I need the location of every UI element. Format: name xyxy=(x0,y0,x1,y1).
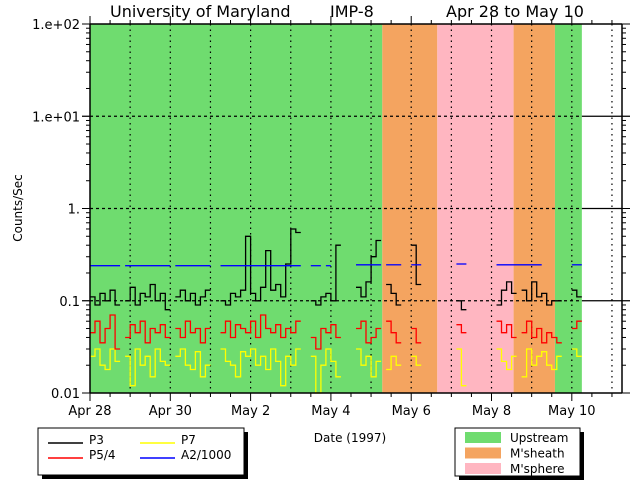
x-axis-label: Date (1997) xyxy=(314,431,386,445)
x-tick-label: Apr 28 xyxy=(68,404,111,419)
x-tick-label: May 8 xyxy=(472,404,511,419)
y-tick-labels: 1.e+02 1.e+01 1. 0.1 0.01 xyxy=(32,18,80,402)
series-lines xyxy=(90,228,582,394)
y-tick-label: 1. xyxy=(68,203,80,218)
legend-label: A2/1000 xyxy=(181,448,231,462)
series-p7-segment xyxy=(571,348,582,357)
series-p54-segment xyxy=(356,320,382,344)
series-p3-segment xyxy=(521,281,562,306)
x-tick-label: May 4 xyxy=(311,404,350,419)
series-p54-segment xyxy=(90,314,121,350)
series-p3-segment xyxy=(175,289,211,306)
x-tick-label: Apr 30 xyxy=(149,404,192,419)
series-p7-segment xyxy=(411,355,422,366)
y-axis-label: Counts/Sec xyxy=(11,174,25,242)
series-p54-segment xyxy=(456,324,467,334)
series-p3-segment xyxy=(456,300,467,311)
series-p54-segment xyxy=(125,320,171,344)
axes xyxy=(82,16,630,401)
x-tick-labels: Apr 28 Apr 30 May 2 May 4 May 6 May 8 May 10 xyxy=(68,404,595,419)
x-tick-label: May 2 xyxy=(231,404,270,419)
series-p54-segment xyxy=(521,320,562,344)
y-tick-label: 1.e+02 xyxy=(32,18,80,33)
series-p3-segment xyxy=(220,228,301,306)
series-p54-segment xyxy=(175,320,211,344)
legend-label: Upstream xyxy=(510,431,568,445)
series-p54-segment xyxy=(386,320,402,344)
x-tick-label: May 10 xyxy=(548,404,596,419)
title-date-range: Apr 28 to May 10 xyxy=(446,2,584,21)
series-p7-segment xyxy=(521,348,562,378)
series-p3-segment xyxy=(125,283,171,311)
series-p7-segment xyxy=(175,348,211,378)
legend-label: P3 xyxy=(89,433,104,447)
series-p3-segment xyxy=(496,281,517,306)
series-p7-segment xyxy=(310,348,341,394)
series-p3-segment xyxy=(356,239,382,298)
title-institution: University of Maryland xyxy=(110,2,291,21)
legend-swatch-msphere xyxy=(465,463,501,474)
legend-label: M'sphere xyxy=(510,462,565,476)
y-tick-label: 0.01 xyxy=(51,387,80,402)
series-p7-segment xyxy=(496,348,517,371)
series-p3-segment xyxy=(571,289,582,298)
legend-label: P7 xyxy=(181,433,196,447)
legend-swatch-msheath xyxy=(465,447,501,459)
y-tick-label: 1.e+01 xyxy=(32,110,80,125)
series-p7-segment xyxy=(220,348,301,387)
series-p54-segment xyxy=(571,320,582,330)
series-legend: P3 P7 P5/4 A2/1000 xyxy=(37,427,248,479)
series-p7-segment xyxy=(456,348,467,387)
x-tick-label: May 6 xyxy=(392,404,431,419)
series-p54-segment xyxy=(310,324,341,350)
series-p7-segment xyxy=(386,355,402,371)
series-p7-segment xyxy=(356,348,382,378)
series-p3-segment xyxy=(386,283,402,306)
series-p54-segment xyxy=(220,314,301,339)
series-p3-segment xyxy=(90,289,121,306)
gridlines xyxy=(90,24,622,393)
series-p7-segment xyxy=(90,348,121,371)
series-p54-segment xyxy=(496,320,517,339)
series-p7-segment xyxy=(125,348,171,387)
legend-label: M'sheath xyxy=(510,447,565,461)
title-spacecraft: IMP-8 xyxy=(330,2,374,21)
y-tick-label: 0.1 xyxy=(59,295,80,310)
series-p3-segment xyxy=(310,244,341,306)
series-p54-segment xyxy=(411,327,422,344)
legend-label: P5/4 xyxy=(89,448,116,462)
legend-swatch-upstream xyxy=(465,432,501,443)
